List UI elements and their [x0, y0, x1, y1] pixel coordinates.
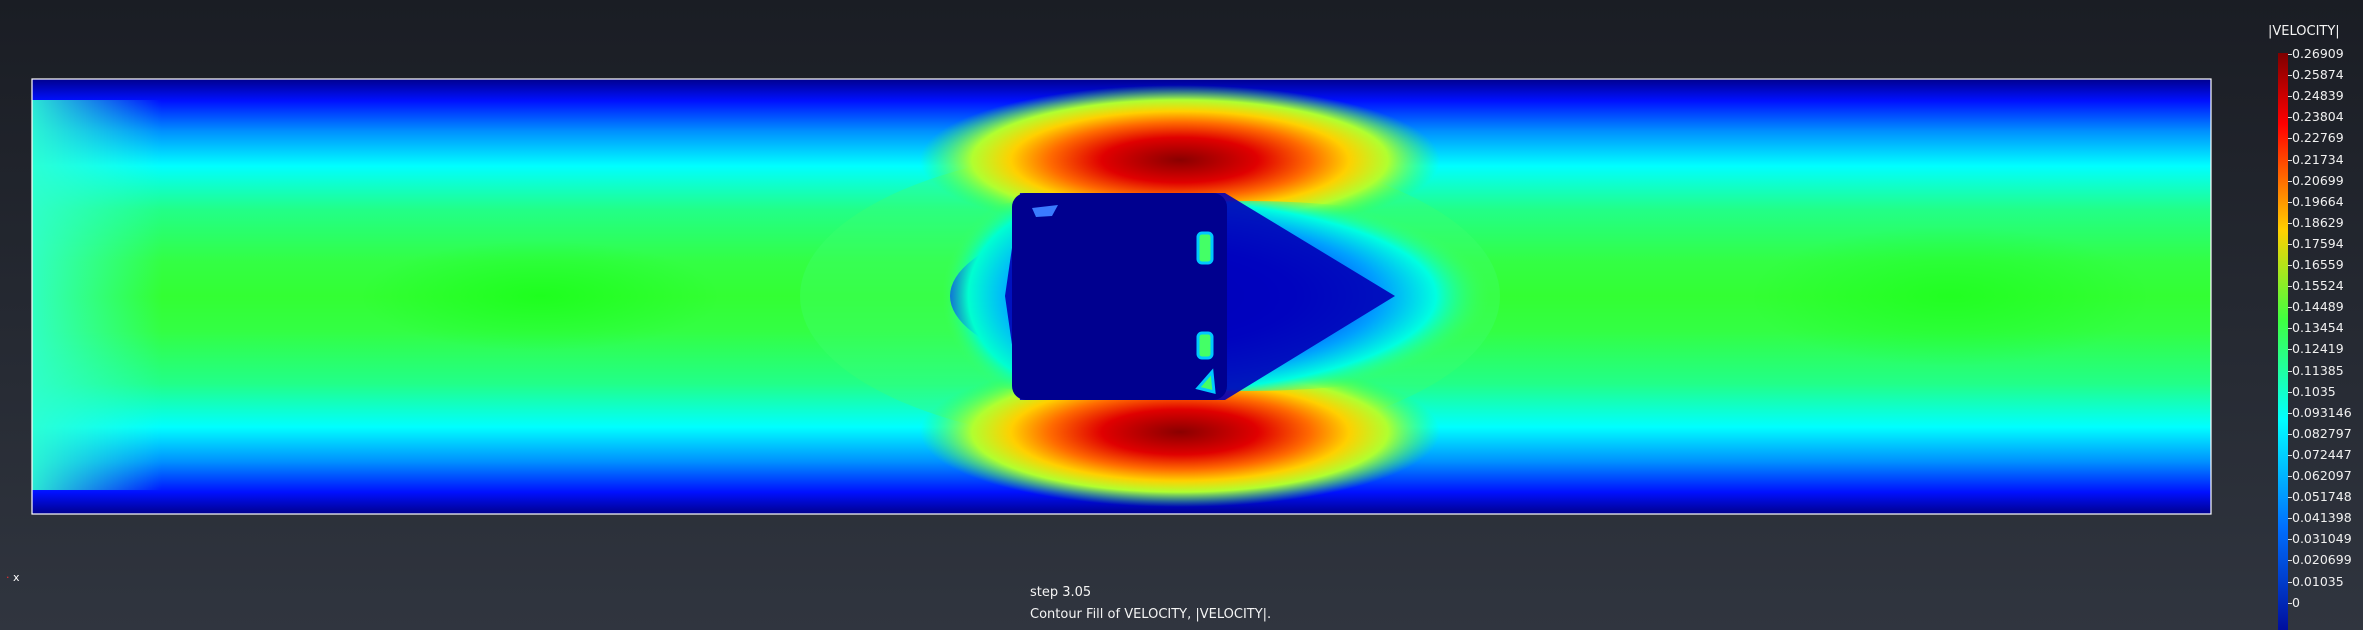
- contour-description: Contour Fill of VELOCITY, |VELOCITY|.: [1030, 607, 1272, 622]
- legend-label: 0.24839: [2292, 88, 2344, 104]
- legend-tick: [2288, 349, 2292, 351]
- obstacle-port-1: [1196, 231, 1214, 265]
- legend-tick: [2288, 518, 2292, 520]
- legend-tick: [2288, 581, 2292, 583]
- legend-tick: [2288, 159, 2292, 161]
- legend-label: 0.25874: [2292, 67, 2344, 83]
- legend-tick: [2288, 476, 2292, 477]
- legend-label: 0: [2292, 594, 2300, 610]
- legend-label: 0.15524: [2292, 278, 2344, 294]
- legend-tick: [2288, 328, 2292, 330]
- legend-tick: [2288, 412, 2292, 414]
- legend-label: 0.12419: [2292, 341, 2344, 357]
- legend-tick: [2288, 201, 2292, 203]
- legend-tick: [2288, 307, 2292, 309]
- legend-tick: [2288, 391, 2292, 393]
- legend-label: 0.082797: [2292, 425, 2352, 441]
- legend-label: 0.17594: [2292, 235, 2344, 251]
- legend-tick: [2288, 433, 2292, 435]
- legend-tick: [2288, 138, 2292, 140]
- step-label: step 3.05: [1030, 585, 1092, 600]
- legend-tick: [2288, 265, 2292, 266]
- legend-tick: [2288, 54, 2292, 55]
- legend-label: 0.16559: [2292, 257, 2344, 272]
- legend-label: 0.18629: [2292, 214, 2344, 230]
- color-legend-bar: [2278, 53, 2288, 630]
- velocity-contour-field: [32, 79, 2211, 514]
- legend-tick: [2288, 602, 2292, 604]
- legend-tick: [2288, 96, 2292, 98]
- legend-tick: [2288, 222, 2292, 224]
- legend-label: 0.20699: [2292, 172, 2344, 188]
- channel-border: [31, 78, 2212, 515]
- legend-label: 0.062097: [2292, 468, 2352, 483]
- obstacle-port-3: [1195, 368, 1216, 394]
- legend-tick: [2288, 180, 2292, 182]
- legend-label: 0.1035: [2292, 383, 2336, 399]
- legend-tick: [2288, 243, 2292, 245]
- obstacle: [1012, 193, 1227, 400]
- legend-label: 0.051748: [2292, 489, 2352, 505]
- legend-label: 0.26909: [2292, 46, 2344, 61]
- legend-label: 0.14489: [2292, 299, 2344, 315]
- legend-tick: [2288, 286, 2292, 288]
- legend-tick: [2288, 75, 2292, 77]
- legend-label: 0.01035: [2292, 573, 2344, 589]
- legend-tick: [2288, 560, 2292, 562]
- legend-tick: [2288, 539, 2292, 541]
- obstacle-port-2: [1196, 331, 1214, 360]
- legend-tick: [2288, 454, 2292, 456]
- legend-label: 0.11385: [2292, 362, 2344, 378]
- legend-label: 0.031049: [2292, 531, 2352, 547]
- legend-label: 0.22769: [2292, 130, 2344, 146]
- legend-label: 0.21734: [2292, 151, 2344, 167]
- legend-title: |VELOCITY|: [2268, 24, 2340, 39]
- legend-label: 0.093146: [2292, 404, 2352, 420]
- legend-label: 0.19664: [2292, 193, 2344, 209]
- legend-tick: [2288, 117, 2292, 119]
- legend-label: 0.020699: [2292, 552, 2352, 568]
- legend-label: 0.23804: [2292, 109, 2344, 125]
- axis-x-label: x: [13, 571, 20, 584]
- legend-tick: [2288, 497, 2292, 499]
- obstacle-inlet-mark: [1032, 205, 1058, 217]
- legend-label: 0.13454: [2292, 320, 2344, 336]
- legend-label: 0.072447: [2292, 446, 2352, 462]
- axis-triad: · x: [6, 571, 20, 584]
- legend-label: 0.041398: [2292, 510, 2352, 526]
- legend-tick: [2288, 370, 2292, 372]
